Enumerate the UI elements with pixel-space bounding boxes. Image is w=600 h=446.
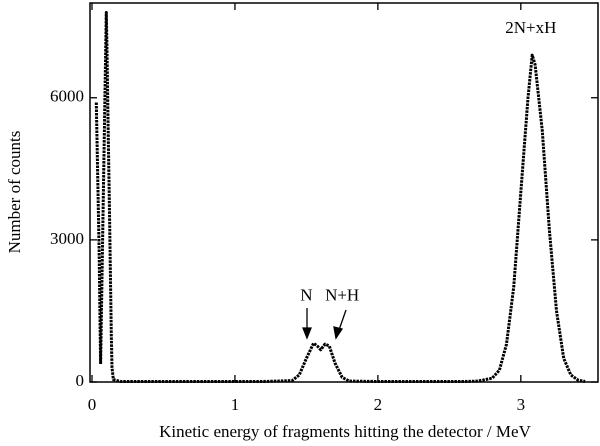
x-axis-label: Kinetic energy of fragments hitting the … (159, 422, 531, 441)
x-tick-label: 1 (231, 395, 240, 414)
x-tick-label: 3 (517, 395, 526, 414)
x-tick-label: 2 (374, 395, 383, 414)
arrow (338, 309, 347, 331)
plot-frame (89, 2, 599, 383)
y-tick-label: 6000 (50, 87, 84, 106)
arrow-head (302, 327, 312, 340)
annotation: N (300, 286, 312, 305)
data-line (94, 11, 586, 383)
annotation: 2N+xH (505, 18, 556, 37)
y-axis-label: Number of counts (5, 131, 24, 254)
y-tick-label: 0 (76, 371, 85, 390)
arrow-head (333, 326, 344, 340)
arrows (302, 308, 347, 340)
y-tick-label: 3000 (50, 229, 84, 248)
x-tick-label: 0 (88, 395, 97, 414)
annotation: N+H (325, 286, 359, 305)
